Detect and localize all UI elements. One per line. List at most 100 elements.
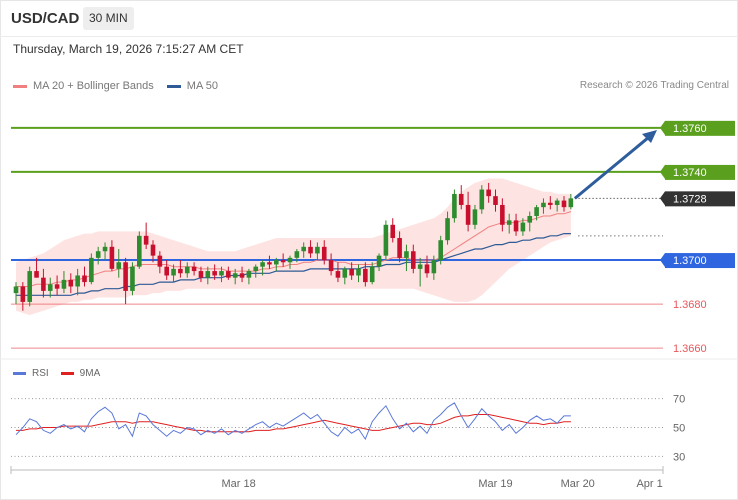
legend-ma50: MA 50 xyxy=(166,80,218,92)
candle xyxy=(150,244,156,256)
level-tag-pointer-1.3740 xyxy=(660,164,665,179)
bollinger-band xyxy=(16,178,571,316)
ma20-line xyxy=(16,211,572,287)
rsi-legend: RSI 9MA xyxy=(13,368,112,379)
level-label-1.3680: 1.3680 xyxy=(673,299,707,311)
candle xyxy=(561,200,567,208)
candle xyxy=(534,207,539,216)
level-label-1.3700: 1.3700 xyxy=(673,255,707,267)
candle xyxy=(226,271,231,278)
legend-ma50-swatch xyxy=(166,84,181,88)
rsi-ma-line xyxy=(16,414,571,433)
candle xyxy=(47,284,53,291)
candle xyxy=(68,279,74,287)
candle xyxy=(95,251,101,258)
candle xyxy=(500,204,505,225)
legend-ma20: MA 20 + Bollinger Bands xyxy=(13,80,154,92)
candle xyxy=(246,271,252,278)
candle xyxy=(205,271,211,278)
timeframe-badge[interactable]: 30 MIN xyxy=(83,7,134,30)
level-tag-1.3728 xyxy=(665,191,735,207)
candle xyxy=(137,235,142,267)
rsi-tick-50: 50 xyxy=(673,423,685,435)
candle xyxy=(424,264,430,274)
level-label-1.3740: 1.3740 xyxy=(673,167,707,179)
candle xyxy=(479,189,485,210)
candle xyxy=(527,215,533,223)
candle xyxy=(520,222,526,232)
candle xyxy=(123,262,128,291)
candle xyxy=(315,246,320,254)
chart-header: USD/CAD 30 MIN xyxy=(0,0,738,37)
candle xyxy=(568,198,574,208)
rsi-line xyxy=(15,402,571,441)
candle xyxy=(554,200,560,205)
level-tag-1.3700 xyxy=(665,253,735,269)
candle xyxy=(164,266,169,276)
candle xyxy=(349,268,354,276)
candle xyxy=(191,266,197,272)
candle xyxy=(274,260,279,265)
x-tick-label: Mar 19 xyxy=(478,478,512,490)
candle xyxy=(260,262,265,267)
timestamp: Thursday, March 19, 2026 7:15:27 AM CET xyxy=(13,42,244,56)
level-tag-1.3760 xyxy=(665,120,735,136)
rsi-tick-70: 70 xyxy=(673,394,685,406)
candle xyxy=(232,273,238,278)
candle xyxy=(363,268,368,283)
legend-rsi-ma-swatch xyxy=(60,372,74,375)
candle xyxy=(452,193,457,219)
legend-ma20-label: MA 20 + Bollinger Bands xyxy=(33,80,154,92)
candle xyxy=(417,264,423,269)
legend-ma20-swatch xyxy=(13,84,27,88)
candle xyxy=(89,257,94,283)
candle xyxy=(294,251,300,258)
projection-arrow-head xyxy=(642,130,657,144)
rsi-tick-30: 30 xyxy=(673,451,685,463)
candle xyxy=(157,255,163,267)
candle xyxy=(548,202,553,205)
candle xyxy=(458,193,464,205)
candle xyxy=(541,202,546,208)
candle xyxy=(390,224,396,239)
candle xyxy=(506,220,512,225)
candle xyxy=(335,271,341,278)
candle xyxy=(184,266,190,274)
candle xyxy=(513,220,519,232)
candle xyxy=(308,246,313,254)
candle xyxy=(239,273,245,278)
ma50-line xyxy=(16,233,571,296)
candle xyxy=(102,246,108,252)
candle xyxy=(20,286,26,302)
candle xyxy=(41,277,46,291)
candle xyxy=(472,209,478,225)
candle xyxy=(130,266,135,291)
candle xyxy=(116,262,122,269)
projection-arrow-line xyxy=(573,135,650,200)
symbol-title: USD/CAD xyxy=(11,10,80,27)
level-label-1.3728: 1.3728 xyxy=(673,193,707,205)
candle xyxy=(369,266,375,283)
level-tag-pointer-1.3700 xyxy=(660,253,665,268)
candle xyxy=(465,204,471,225)
legend-ma50-label: MA 50 xyxy=(186,80,218,92)
candle xyxy=(438,240,443,261)
candle xyxy=(280,260,286,263)
candle xyxy=(493,196,498,205)
legend-rsi-label: RSI xyxy=(32,368,49,379)
candle xyxy=(61,279,67,289)
copyright-text: Research © 2026 Trading Central xyxy=(579,80,729,91)
candle xyxy=(411,251,416,269)
legend-rsi: RSI xyxy=(13,368,49,379)
candle xyxy=(445,218,450,241)
candle xyxy=(54,284,60,289)
candle xyxy=(267,262,272,265)
x-tick-label: Mar 20 xyxy=(561,478,595,490)
candle xyxy=(287,257,293,263)
legend-rsi-ma-label: 9MA xyxy=(79,368,101,379)
candle xyxy=(486,189,491,197)
candle xyxy=(376,255,382,267)
candle xyxy=(109,246,115,269)
legend-rsi-ma: 9MA xyxy=(60,368,101,379)
